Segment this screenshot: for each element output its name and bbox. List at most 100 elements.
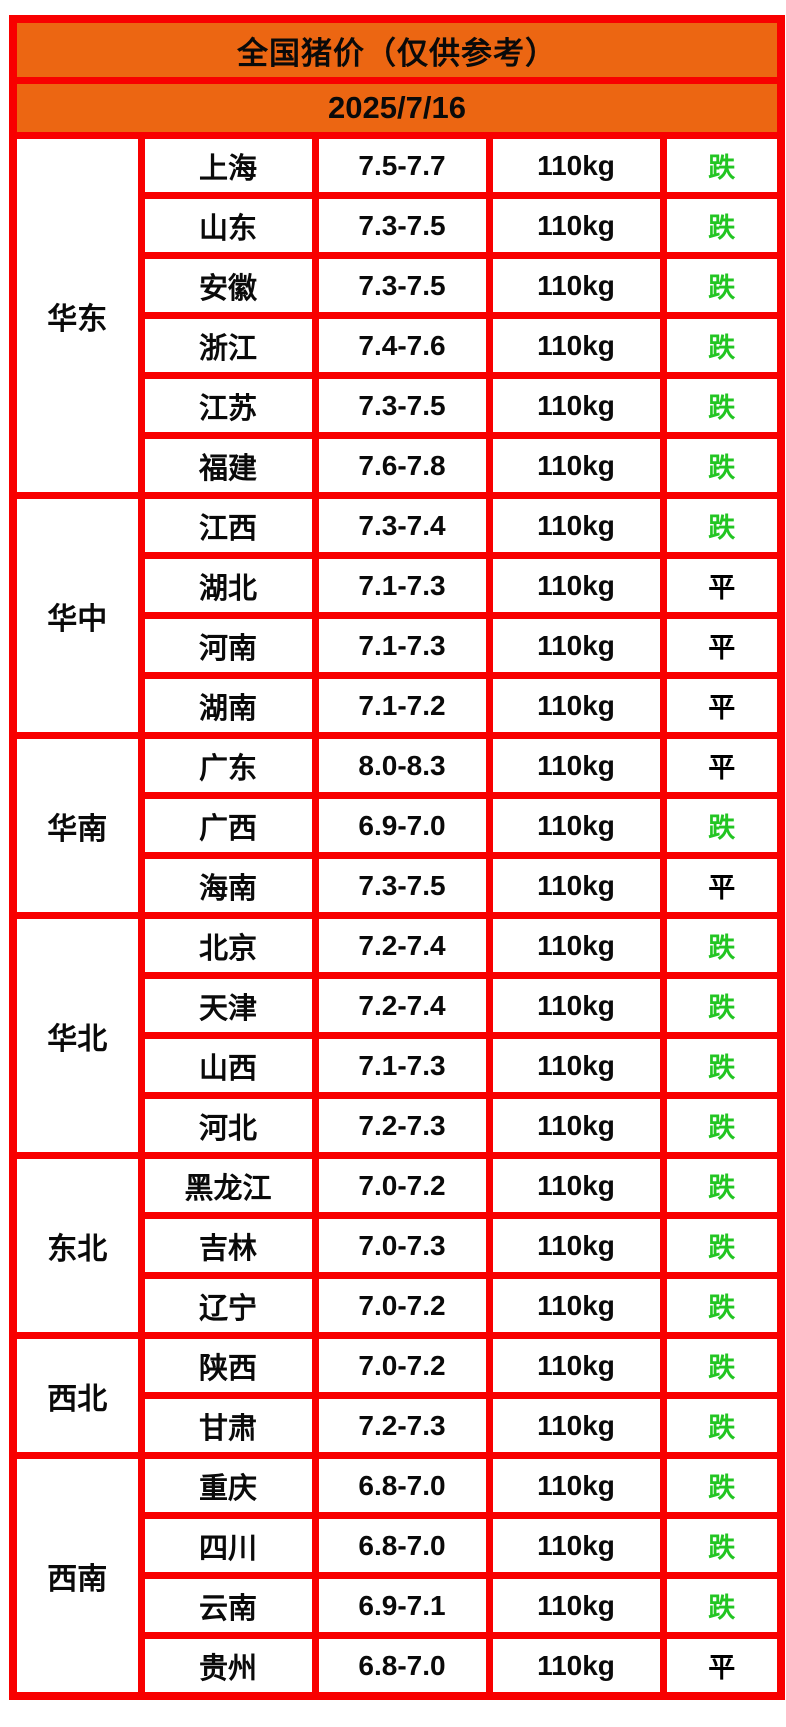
province-cell: 广东: [137, 732, 319, 799]
weight-cell: 110kg: [485, 1272, 667, 1339]
province-cell: 江苏: [137, 372, 319, 439]
province-cell: 云南: [137, 1572, 319, 1639]
table-row: 广西 6.9-7.0 110kg 跌: [13, 792, 785, 859]
province-cell: 重庆: [137, 1452, 319, 1519]
table-row: 河南 7.1-7.3 110kg 平: [13, 612, 785, 679]
region-cell: 华南: [9, 732, 145, 919]
province-cell: 山西: [137, 1032, 319, 1099]
status-cell: 跌: [659, 132, 785, 199]
table-row: 海南 7.3-7.5 110kg 平: [13, 852, 785, 919]
province-cell: 吉林: [137, 1212, 319, 1279]
table-row: 福建 7.6-7.8 110kg 跌: [13, 432, 785, 499]
province-cell: 河南: [137, 612, 319, 679]
weight-cell: 110kg: [485, 252, 667, 319]
weight-cell: 110kg: [485, 732, 667, 799]
page-title: 全国猪价（仅供参考）: [9, 15, 785, 84]
table-row: 山东 7.3-7.5 110kg 跌: [13, 192, 785, 259]
price-cell: 7.0-7.2: [311, 1272, 493, 1339]
province-cell: 上海: [137, 132, 319, 199]
weight-cell: 110kg: [485, 1152, 667, 1219]
status-cell: 跌: [659, 432, 785, 499]
status-cell: 跌: [659, 1272, 785, 1339]
table-row: 辽宁 7.0-7.2 110kg 跌: [13, 1272, 785, 1339]
status-cell: 跌: [659, 972, 785, 1039]
weight-cell: 110kg: [485, 312, 667, 379]
price-cell: 7.2-7.3: [311, 1392, 493, 1459]
status-cell: 跌: [659, 1392, 785, 1459]
table-row: 华东 上海 7.5-7.7 110kg 跌: [9, 132, 785, 499]
table-row: 云南 6.9-7.1 110kg 跌: [13, 1572, 785, 1639]
status-cell: 跌: [659, 792, 785, 859]
status-cell: 跌: [659, 1092, 785, 1159]
province-cell: 安徽: [137, 252, 319, 319]
region-cell: 华中: [9, 492, 145, 739]
status-cell: 平: [659, 612, 785, 679]
weight-cell: 110kg: [485, 1452, 667, 1519]
province-cell: 贵州: [137, 1632, 319, 1700]
table-row: 西北 陕西 7.0-7.2 110kg 跌: [9, 1332, 785, 1459]
table-row: 湖南 7.1-7.2 110kg 平: [13, 672, 785, 739]
table-row: 安徽 7.3-7.5 110kg 跌: [13, 252, 785, 319]
province-cell: 陕西: [137, 1332, 319, 1399]
price-cell: 7.1-7.3: [311, 552, 493, 619]
status-cell: 平: [659, 852, 785, 919]
report-date: 2025/7/16: [9, 77, 785, 139]
table-row: 甘肃 7.2-7.3 110kg 跌: [13, 1392, 785, 1459]
province-cell: 福建: [137, 432, 319, 499]
price-cell: 7.2-7.4: [311, 912, 493, 979]
pig-price-table-body: 全国猪价（仅供参考） 2025/7/16 华东 上海 7.5-7.7 110kg 跌山东…: [9, 15, 785, 1700]
price-cell: 7.5-7.7: [311, 132, 493, 199]
weight-cell: 110kg: [485, 192, 667, 259]
price-cell: 7.0-7.2: [311, 1332, 493, 1399]
status-cell: 跌: [659, 1152, 785, 1219]
status-cell: 跌: [659, 192, 785, 259]
status-cell: 跌: [659, 372, 785, 439]
table-row: 湖北 7.1-7.3 110kg 平: [13, 552, 785, 619]
price-cell: 7.3-7.5: [311, 252, 493, 319]
table-row: 吉林 7.0-7.3 110kg 跌: [13, 1212, 785, 1279]
status-cell: 跌: [659, 912, 785, 979]
price-cell: 7.4-7.6: [311, 312, 493, 379]
status-cell: 跌: [659, 1572, 785, 1639]
status-cell: 平: [659, 732, 785, 799]
weight-cell: 110kg: [485, 852, 667, 919]
table-row: 江苏 7.3-7.5 110kg 跌: [13, 372, 785, 439]
weight-cell: 110kg: [485, 1092, 667, 1159]
weight-cell: 110kg: [485, 1572, 667, 1639]
province-cell: 湖南: [137, 672, 319, 739]
table-row: 天津 7.2-7.4 110kg 跌: [13, 972, 785, 1039]
weight-cell: 110kg: [485, 1212, 667, 1279]
status-cell: 平: [659, 552, 785, 619]
province-cell: 甘肃: [137, 1392, 319, 1459]
price-cell: 7.0-7.3: [311, 1212, 493, 1279]
price-cell: 7.1-7.3: [311, 1032, 493, 1099]
weight-cell: 110kg: [485, 1632, 667, 1700]
price-cell: 6.8-7.0: [311, 1632, 493, 1700]
weight-cell: 110kg: [485, 492, 667, 559]
price-cell: 7.3-7.5: [311, 192, 493, 259]
price-cell: 7.2-7.3: [311, 1092, 493, 1159]
weight-cell: 110kg: [485, 972, 667, 1039]
status-cell: 平: [659, 1632, 785, 1700]
province-cell: 四川: [137, 1512, 319, 1579]
status-cell: 跌: [659, 1512, 785, 1579]
title-row: 全国猪价（仅供参考）: [9, 15, 785, 84]
weight-cell: 110kg: [485, 1332, 667, 1399]
table-row: 西南 重庆 6.8-7.0 110kg 跌: [9, 1452, 785, 1700]
price-cell: 8.0-8.3: [311, 732, 493, 799]
province-cell: 湖北: [137, 552, 319, 619]
province-cell: 广西: [137, 792, 319, 859]
status-cell: 平: [659, 672, 785, 739]
price-cell: 7.3-7.5: [311, 852, 493, 919]
price-cell: 6.8-7.0: [311, 1512, 493, 1579]
weight-cell: 110kg: [485, 612, 667, 679]
status-cell: 跌: [659, 1032, 785, 1099]
region-cell: 华东: [9, 132, 145, 499]
region-cell: 华北: [9, 912, 145, 1159]
price-cell: 7.1-7.3: [311, 612, 493, 679]
status-cell: 跌: [659, 1212, 785, 1279]
status-cell: 跌: [659, 1332, 785, 1399]
status-cell: 跌: [659, 492, 785, 559]
price-cell: 6.9-7.0: [311, 792, 493, 859]
status-cell: 跌: [659, 1452, 785, 1519]
